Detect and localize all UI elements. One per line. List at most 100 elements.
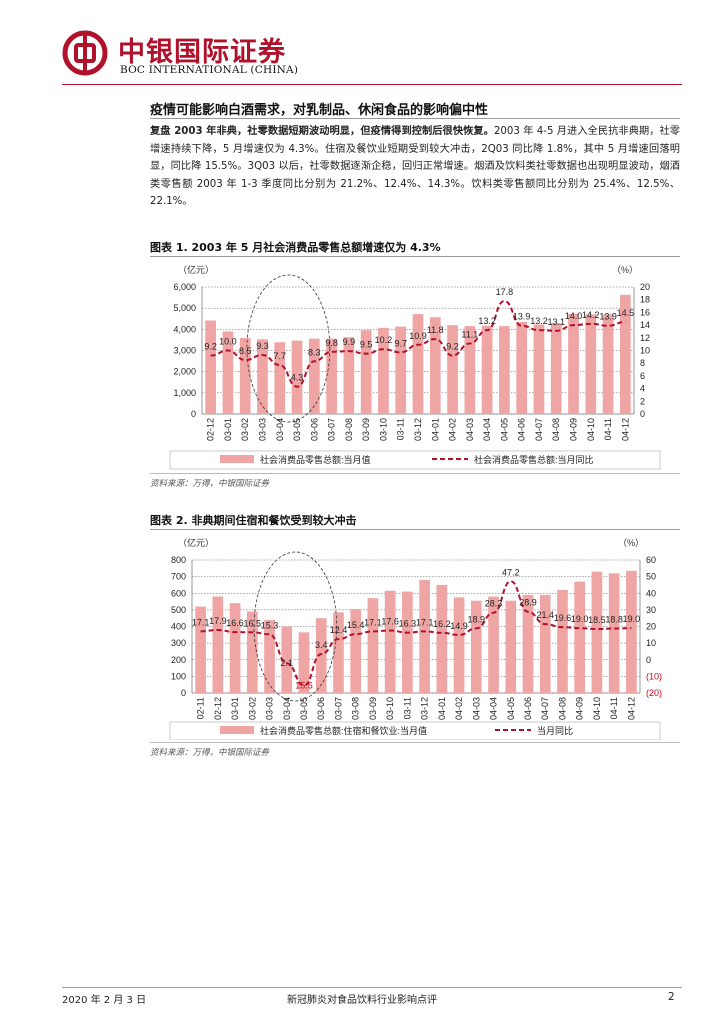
bar — [367, 598, 379, 693]
y-tick-label: 6,000 — [173, 282, 196, 292]
y-tick-label: 5,000 — [173, 303, 196, 313]
y2-tick-label: 18 — [640, 295, 650, 305]
footer-divider — [62, 987, 682, 988]
highlight-ellipse — [246, 274, 331, 423]
data-label: 13.2 — [478, 316, 496, 326]
bar — [195, 606, 206, 693]
x-tick-label: 03-11 — [396, 418, 406, 440]
data-label: 8.5 — [239, 346, 252, 356]
footer-title: 新冠肺炎对食品饮料行业影响点评 — [287, 995, 437, 1006]
x-tick-label: 03-12 — [420, 697, 430, 720]
data-label: 9.2 — [204, 342, 217, 352]
bar — [620, 294, 631, 414]
data-label: 9.9 — [343, 337, 356, 347]
y-tick-label: 3,000 — [173, 346, 196, 356]
x-tick-label: 04-01 — [430, 418, 440, 441]
y-tick-label: 300 — [171, 638, 186, 648]
data-label: 7.7 — [274, 351, 287, 361]
bar — [557, 589, 568, 693]
data-label: 16.6 — [226, 618, 244, 628]
page-header: 中银国际证券 BOC INTERNATIONAL (CHINA) — [62, 24, 662, 84]
x-tick-label: 04-03 — [465, 418, 475, 441]
y-tick-label: 100 — [171, 671, 186, 681]
y2-tick-label: 40 — [646, 588, 656, 598]
bar — [550, 323, 562, 414]
x-tick-label: 03-11 — [402, 697, 412, 719]
bar — [229, 603, 241, 693]
bar — [602, 314, 614, 414]
bar — [585, 314, 597, 414]
x-tick-label: 04-09 — [575, 697, 585, 720]
bar — [315, 618, 327, 693]
data-label: 11.8 — [427, 325, 444, 335]
bar — [591, 571, 603, 693]
x-tick-label: 03-07 — [333, 697, 343, 720]
y2-tick-label: 10 — [646, 638, 656, 648]
data-label: 10.2 — [375, 335, 393, 345]
x-tick-label: 04-02 — [448, 418, 458, 441]
series-line — [210, 299, 626, 388]
x-tick-label: 04-11 — [609, 697, 619, 719]
bar — [568, 313, 579, 414]
chart-2-svg: （亿元） （%）0100200300400500600700800(20)(10)… — [169, 537, 662, 740]
x-tick-label: 03-10 — [385, 697, 395, 720]
data-label: 13.9 — [599, 312, 617, 322]
x-tick-label: 03-05 — [292, 418, 302, 441]
bar — [453, 597, 465, 693]
y2-tick-label: 20 — [640, 282, 650, 292]
x-tick-label: 02-12 — [213, 697, 223, 720]
x-tick-label: 03-03 — [265, 697, 275, 720]
x-tick-label: 03-04 — [275, 418, 285, 441]
y2-tick-label: 0 — [640, 409, 645, 419]
data-label: 47.2 — [502, 567, 520, 577]
data-label: 9.3 — [256, 341, 269, 351]
data-label: 17.9 — [209, 616, 227, 626]
x-tick-label: 03-09 — [361, 418, 371, 441]
x-tick-label: 04-02 — [454, 697, 464, 720]
bar — [539, 594, 551, 693]
x-tick-label: 04-01 — [437, 697, 447, 720]
y-tick-label: 600 — [171, 588, 186, 598]
data-label: 4.3 — [291, 373, 304, 383]
x-tick-label: 03-05 — [299, 697, 309, 720]
x-tick-label: 04-03 — [471, 697, 481, 720]
y2-tick-label: 2 — [640, 396, 645, 406]
right-axis-unit: （%） — [618, 538, 644, 548]
x-tick-label: 04-04 — [489, 697, 499, 720]
legend-line-label: 当月同比 — [537, 725, 573, 736]
legend-bar-label: 社会消费品零售总额:当月值 — [260, 454, 371, 465]
y2-tick-label: 50 — [646, 572, 656, 582]
bar — [608, 573, 620, 693]
highlight-ellipse — [253, 551, 338, 702]
brand-name-cn: 中银国际证券 — [118, 37, 286, 68]
x-tick-label: 04-10 — [586, 418, 596, 441]
x-tick-label: 03-08 — [351, 697, 361, 720]
paragraph-body: 2003 年 4-5 月进入全民抗非典期，社零增速持续下降，5 月增速仅为 4.… — [150, 126, 680, 207]
data-label: 18.9 — [468, 614, 486, 624]
data-label: 11.1 — [461, 330, 478, 340]
data-label: 16.5 — [244, 618, 262, 628]
legend-bar-label: 社会消费品零售总额:住宿和餐饮业:当月值 — [260, 725, 427, 736]
data-label: 15.3 — [261, 620, 279, 630]
boc-logo-icon — [62, 30, 108, 76]
header-divider — [62, 84, 682, 85]
data-label: 19.0 — [571, 614, 589, 624]
data-label: 16.3 — [399, 619, 417, 629]
data-label: 19.6 — [554, 613, 572, 623]
data-label: 19.0 — [623, 614, 641, 624]
bar — [533, 324, 545, 414]
y2-tick-label: 4 — [640, 384, 645, 394]
brand-name-en: BOC INTERNATIONAL (CHINA) — [120, 64, 299, 76]
figure-1-source-rule — [150, 473, 680, 474]
page-number: 2 — [668, 991, 675, 1003]
x-tick-label: 03-10 — [378, 418, 388, 441]
x-tick-label: 03-09 — [368, 697, 378, 720]
left-axis-unit: （亿元） — [178, 537, 214, 548]
y-tick-label: 0 — [191, 409, 196, 419]
x-tick-label: 03-08 — [344, 418, 354, 441]
bar — [481, 325, 493, 414]
x-tick-label: 04-04 — [482, 418, 492, 441]
y2-tick-label: (20) — [646, 688, 662, 698]
x-tick-label: 03-02 — [240, 418, 250, 441]
bar — [516, 321, 528, 414]
